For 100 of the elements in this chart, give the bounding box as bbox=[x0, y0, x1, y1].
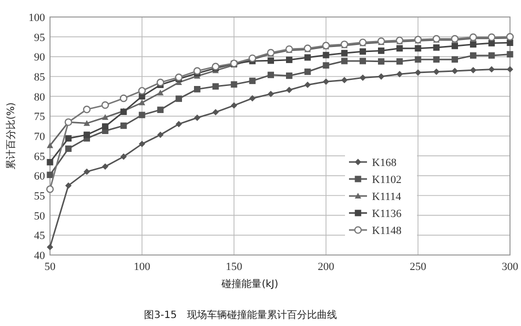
x-tick-label: 100 bbox=[134, 261, 151, 273]
y-tick-label: 90 bbox=[34, 52, 46, 64]
y-axis-title: 累计百分比(%) bbox=[5, 102, 17, 170]
point bbox=[157, 90, 164, 96]
point bbox=[286, 86, 292, 94]
point bbox=[488, 52, 495, 59]
point bbox=[230, 102, 238, 109]
point bbox=[286, 72, 292, 79]
point bbox=[360, 48, 366, 55]
y-tick-label: 80 bbox=[34, 91, 46, 104]
point bbox=[378, 58, 384, 65]
point bbox=[304, 82, 311, 88]
point bbox=[120, 153, 127, 160]
y-tick-label: 75 bbox=[34, 111, 46, 124]
point bbox=[433, 68, 440, 75]
legend-label: K168 bbox=[372, 157, 397, 169]
point bbox=[193, 67, 201, 75]
point bbox=[322, 78, 330, 85]
point bbox=[84, 132, 90, 138]
point bbox=[452, 42, 458, 50]
point bbox=[230, 81, 238, 88]
point bbox=[506, 66, 514, 73]
y-tick-label: 50 bbox=[34, 210, 46, 222]
point bbox=[138, 140, 146, 148]
legend-label: K1102 bbox=[372, 174, 402, 186]
legend-label: K1114 bbox=[372, 191, 402, 203]
point bbox=[101, 101, 109, 109]
point bbox=[341, 76, 348, 84]
point bbox=[212, 109, 219, 116]
x-tick-label: 300 bbox=[502, 261, 519, 273]
point bbox=[46, 172, 54, 178]
point bbox=[65, 182, 72, 189]
point bbox=[157, 106, 164, 114]
point bbox=[120, 122, 127, 129]
point bbox=[488, 40, 495, 46]
point bbox=[268, 57, 274, 64]
point bbox=[396, 58, 403, 65]
point bbox=[286, 56, 292, 64]
point bbox=[304, 54, 311, 61]
point bbox=[414, 45, 422, 52]
point bbox=[120, 94, 128, 102]
point bbox=[249, 95, 256, 102]
point bbox=[46, 244, 54, 250]
point bbox=[46, 142, 54, 148]
point bbox=[249, 78, 256, 84]
point bbox=[268, 90, 274, 98]
point bbox=[102, 123, 108, 130]
legend-label: K1148 bbox=[372, 225, 402, 237]
point bbox=[83, 106, 91, 114]
point bbox=[268, 72, 274, 78]
y-tick-label: 100 bbox=[28, 12, 46, 24]
y-tick-label: 65 bbox=[34, 150, 46, 163]
point bbox=[452, 56, 458, 63]
x-tick-label: 200 bbox=[318, 261, 335, 273]
point bbox=[175, 73, 183, 82]
point bbox=[414, 69, 422, 76]
point bbox=[212, 83, 219, 90]
point bbox=[341, 58, 348, 64]
point bbox=[470, 41, 476, 48]
point bbox=[396, 45, 403, 52]
point bbox=[46, 185, 54, 193]
point bbox=[304, 68, 311, 75]
point bbox=[157, 132, 164, 138]
point bbox=[452, 68, 458, 74]
point bbox=[176, 96, 182, 102]
legend-label: K1136 bbox=[372, 208, 402, 220]
point bbox=[360, 74, 366, 81]
point bbox=[102, 163, 108, 170]
point bbox=[488, 66, 495, 73]
point bbox=[322, 62, 330, 69]
point bbox=[194, 86, 200, 92]
point bbox=[176, 120, 182, 128]
caption: 图3-15 现场车辆碰撞能量累计百分比曲线 bbox=[144, 309, 337, 321]
y-tick-label: 45 bbox=[34, 230, 46, 242]
point bbox=[470, 52, 476, 59]
y-tick-label: 55 bbox=[34, 190, 46, 202]
y-tick-label: 85 bbox=[34, 72, 46, 84]
x-tick-label: 150 bbox=[226, 261, 243, 273]
y-tick-label: 95 bbox=[34, 32, 46, 44]
point bbox=[433, 44, 440, 51]
point bbox=[84, 120, 90, 126]
point bbox=[65, 145, 72, 152]
point bbox=[84, 168, 90, 175]
x-tick-label: 50 bbox=[44, 261, 56, 273]
point bbox=[433, 56, 440, 63]
y-tick-label: 70 bbox=[34, 131, 46, 143]
y-tick-label: 40 bbox=[34, 250, 46, 262]
point bbox=[65, 135, 72, 142]
x-tick-label: 250 bbox=[410, 261, 427, 273]
point bbox=[378, 48, 384, 54]
point bbox=[194, 114, 200, 121]
point bbox=[341, 50, 348, 56]
point bbox=[46, 158, 54, 166]
point bbox=[470, 66, 476, 74]
point bbox=[360, 58, 366, 64]
point bbox=[102, 114, 108, 120]
point bbox=[506, 51, 514, 58]
point bbox=[414, 56, 422, 63]
point bbox=[138, 86, 146, 95]
point bbox=[156, 78, 164, 86]
